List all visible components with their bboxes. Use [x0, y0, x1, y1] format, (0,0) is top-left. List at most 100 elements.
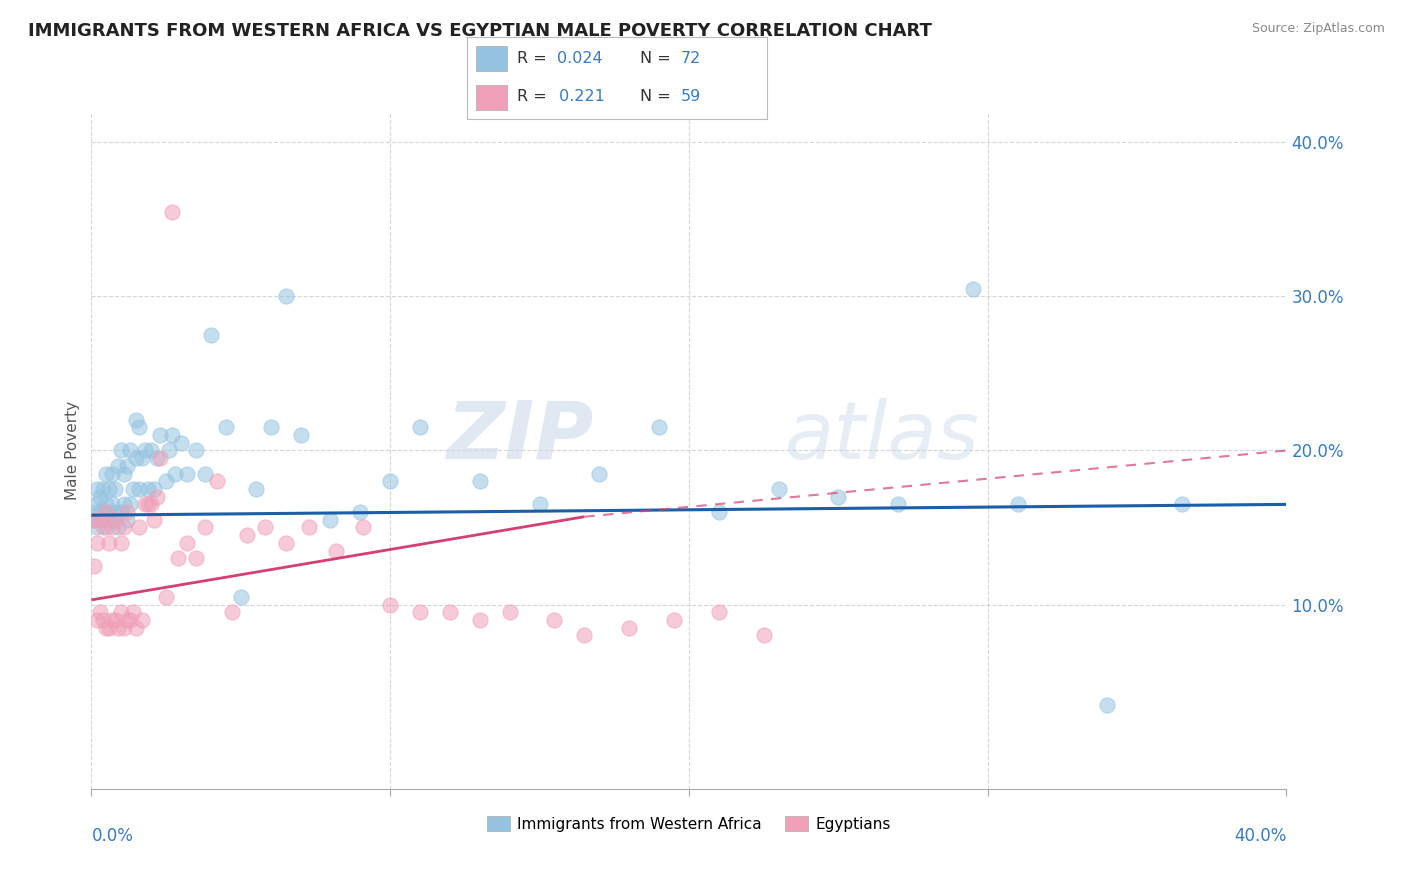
Point	[96, 497, 118, 511]
Point	[83, 513, 105, 527]
Point	[122, 605, 145, 619]
Point	[141, 443, 163, 458]
Point	[143, 513, 166, 527]
Point	[98, 482, 121, 496]
Point	[167, 551, 190, 566]
Point	[619, 621, 641, 635]
Point	[101, 467, 124, 481]
Point	[120, 443, 142, 458]
Text: Source: ZipAtlas.com: Source: ZipAtlas.com	[1251, 22, 1385, 36]
Point	[86, 497, 108, 511]
Point	[160, 428, 183, 442]
Point	[93, 482, 115, 496]
Point	[101, 497, 124, 511]
Point	[131, 613, 153, 627]
Point	[184, 551, 207, 566]
Point	[115, 458, 138, 473]
Point	[752, 628, 775, 642]
Point	[128, 420, 150, 434]
Text: 72: 72	[681, 51, 700, 66]
Point	[96, 505, 118, 519]
Point	[160, 204, 183, 219]
Point	[89, 505, 111, 519]
Point	[155, 590, 177, 604]
Point	[274, 289, 297, 303]
Point	[86, 536, 108, 550]
Point	[194, 467, 217, 481]
Point	[101, 513, 124, 527]
Point	[259, 420, 281, 434]
Point	[93, 613, 115, 627]
Point	[588, 467, 610, 481]
Point	[143, 482, 166, 496]
Point	[1097, 698, 1119, 712]
Point	[134, 497, 156, 511]
Point	[707, 605, 730, 619]
Point	[107, 458, 129, 473]
Point	[96, 467, 118, 481]
Point	[155, 475, 177, 489]
Point	[128, 520, 150, 534]
Point	[146, 451, 169, 466]
Point	[83, 513, 105, 527]
Point	[120, 613, 142, 627]
Point	[157, 443, 180, 458]
Point	[409, 420, 432, 434]
Point	[86, 613, 108, 627]
Text: 0.024: 0.024	[557, 51, 602, 66]
Point	[245, 482, 267, 496]
FancyBboxPatch shape	[467, 37, 768, 119]
Point	[319, 513, 342, 527]
Point	[96, 520, 118, 534]
Point	[110, 536, 132, 550]
Point	[98, 621, 121, 635]
Point	[409, 605, 432, 619]
Point	[827, 490, 849, 504]
Point	[499, 605, 522, 619]
Point	[107, 520, 129, 534]
Point	[1171, 497, 1194, 511]
Point	[215, 420, 238, 434]
Point	[887, 497, 910, 511]
Point	[131, 451, 153, 466]
Text: R =: R =	[516, 51, 551, 66]
Point	[468, 613, 491, 627]
Point	[468, 475, 491, 489]
Point	[112, 467, 135, 481]
Point	[380, 598, 402, 612]
Point	[349, 505, 371, 519]
Point	[274, 536, 297, 550]
Point	[89, 490, 111, 504]
Point	[86, 482, 108, 496]
Point	[104, 505, 127, 519]
Legend: Immigrants from Western Africa, Egyptians: Immigrants from Western Africa, Egyptian…	[479, 808, 898, 839]
Y-axis label: Male Poverty: Male Poverty	[65, 401, 80, 500]
Point	[120, 497, 142, 511]
Point	[253, 520, 276, 534]
Point	[110, 605, 132, 619]
Point	[98, 505, 121, 519]
Point	[325, 543, 347, 558]
Point	[229, 590, 252, 604]
Point	[235, 528, 259, 542]
Point	[136, 482, 159, 496]
Point	[141, 497, 163, 511]
Point	[112, 497, 135, 511]
Point	[170, 435, 193, 450]
Point	[104, 482, 127, 496]
Point	[115, 513, 138, 527]
Text: atlas: atlas	[785, 398, 980, 476]
Point	[352, 520, 374, 534]
Point	[163, 467, 186, 481]
Point	[768, 482, 790, 496]
Point	[707, 505, 730, 519]
Point	[112, 621, 135, 635]
Point	[98, 536, 121, 550]
Point	[115, 613, 138, 627]
Text: 0.221: 0.221	[554, 89, 605, 104]
Text: 0.0%: 0.0%	[91, 827, 134, 845]
Text: N =: N =	[640, 51, 676, 66]
Point	[125, 451, 148, 466]
Point	[101, 613, 124, 627]
Point	[104, 613, 127, 627]
